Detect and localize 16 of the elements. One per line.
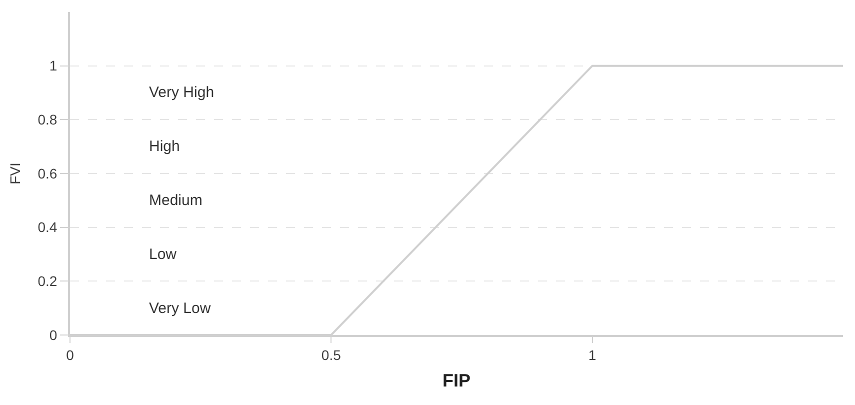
x-axis-title: FIP: [442, 370, 471, 390]
annotation: Very High: [149, 84, 214, 101]
y-tick-label: 0: [49, 326, 58, 343]
x-tick-label: 1: [588, 346, 596, 363]
y-tick-label: 0.6: [38, 165, 58, 182]
y-tick-label: 0.4: [38, 219, 58, 236]
annotation: Very Low: [149, 300, 211, 317]
y-axis-title: FVI: [6, 162, 23, 184]
annotation: Low: [149, 246, 177, 263]
annotation: Medium: [149, 192, 202, 209]
x-tick-label: 0.5: [321, 346, 342, 363]
y-tick-label: 1: [49, 58, 58, 74]
x-tick-label: 0: [66, 346, 74, 363]
annotation: High: [149, 138, 180, 155]
y-tick-label: 0.2: [38, 273, 58, 290]
y-tick-label: 0.8: [38, 112, 58, 128]
